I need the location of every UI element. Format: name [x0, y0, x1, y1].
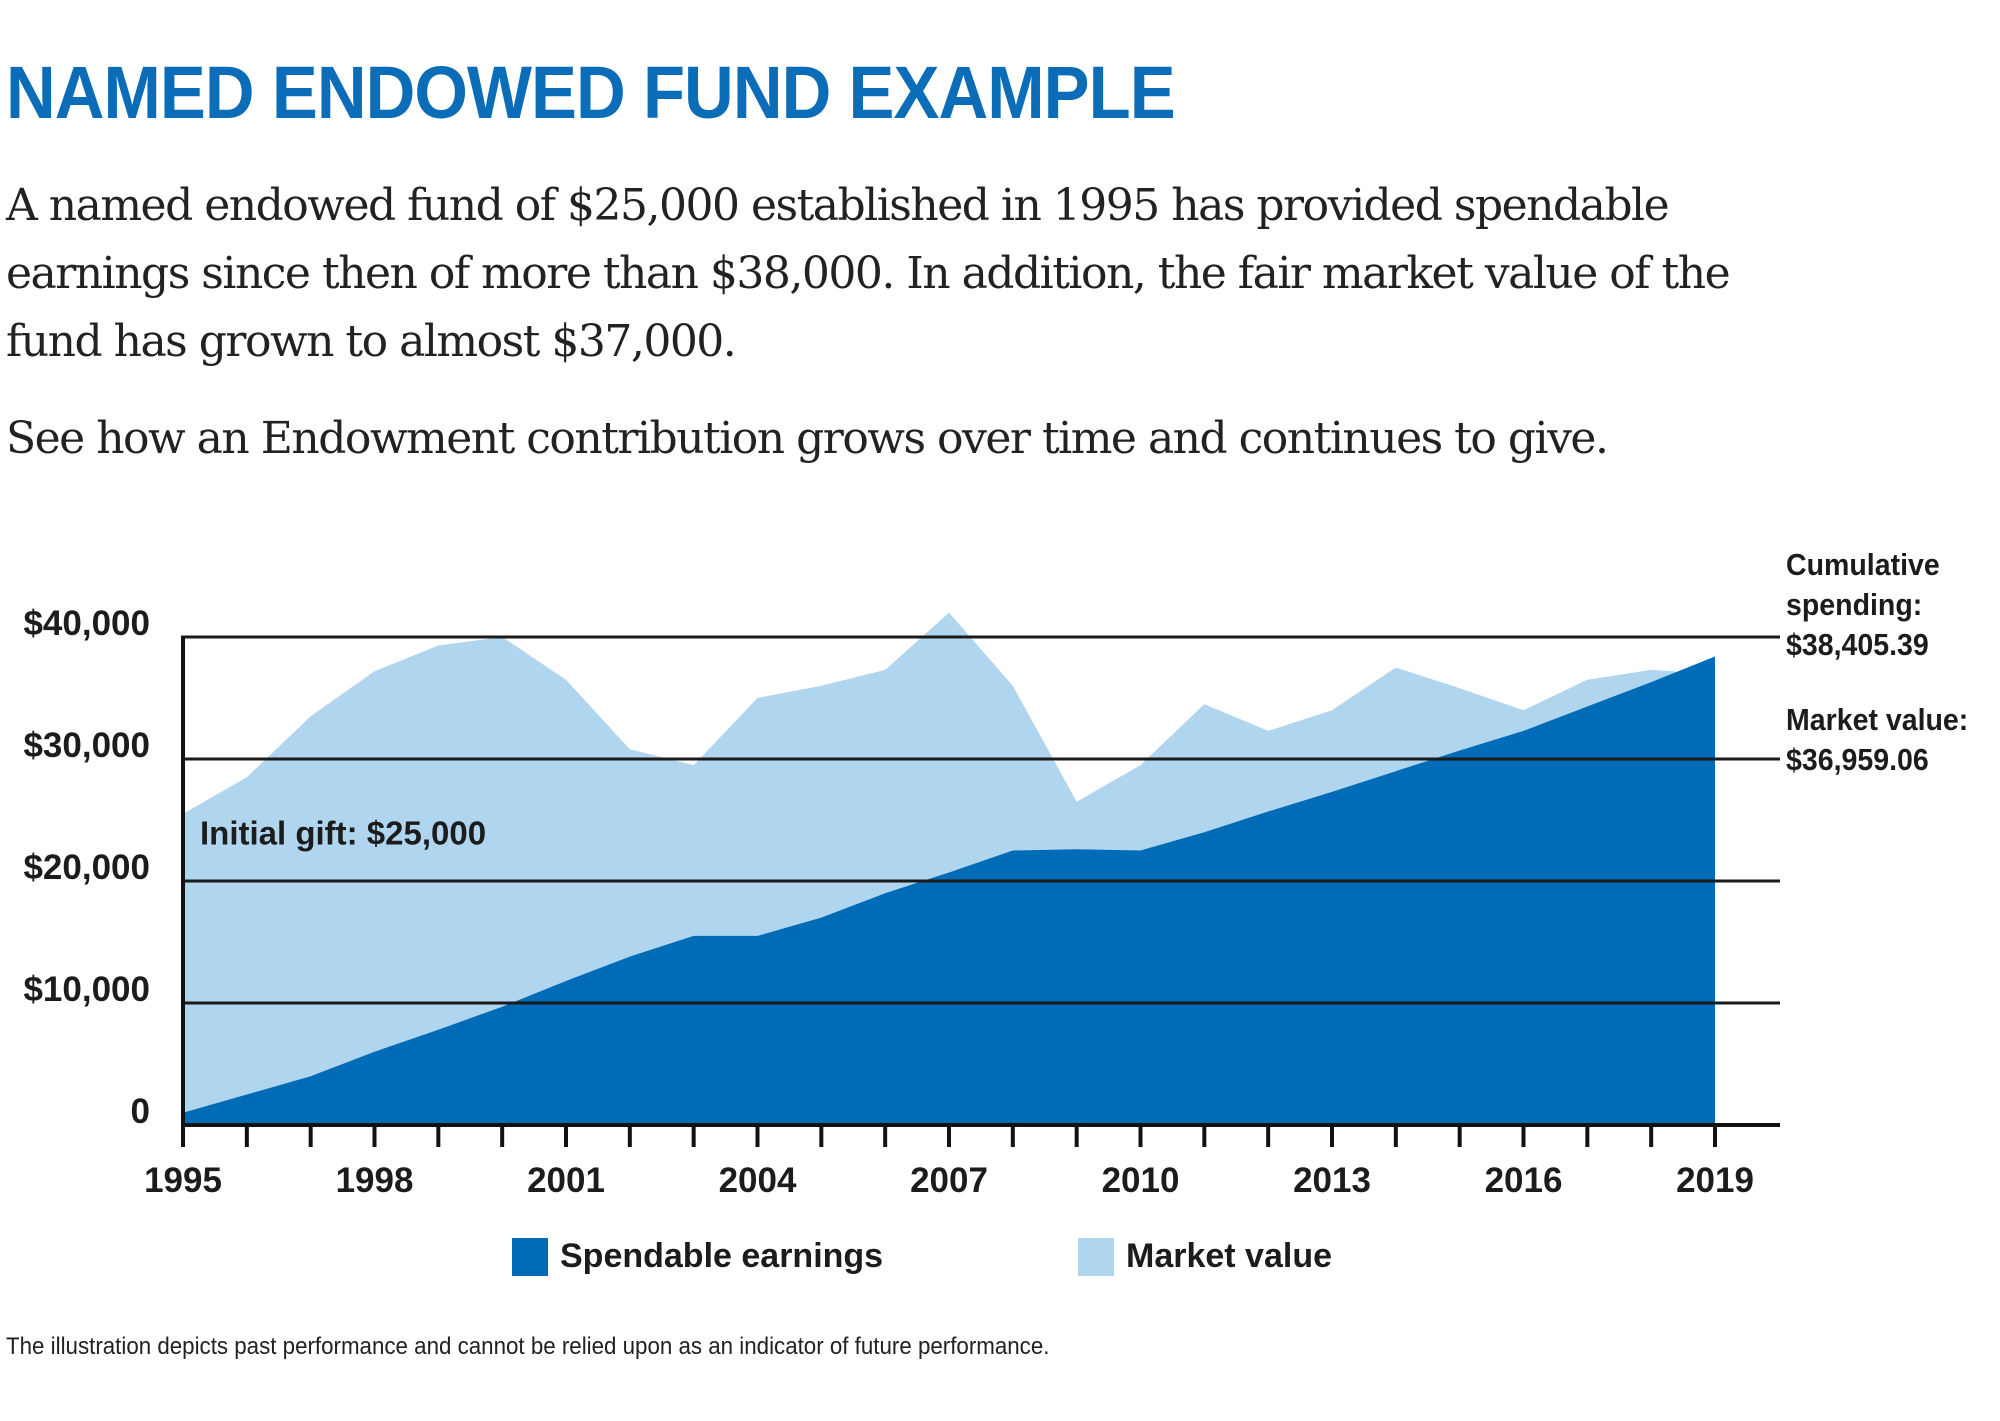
- x-tick-label: 2007: [910, 1161, 988, 1200]
- legend-label-market-value: Market value: [1126, 1237, 1332, 1275]
- market-value-amount: $36,959.06: [1786, 742, 1929, 777]
- cumulative-spending-note: Cumulative spending: $38,405.39: [1786, 545, 1940, 665]
- intro-tagline: See how an Endowment contribution grows …: [6, 413, 1609, 464]
- cumulative-value: $38,405.39: [1786, 627, 1929, 662]
- y-tick-label: $10,000: [23, 970, 150, 1009]
- x-tick-label: 2010: [1102, 1161, 1180, 1200]
- market-value-label: Market value:: [1786, 702, 1969, 737]
- x-tick-label: 2013: [1293, 1161, 1371, 1200]
- legend-swatch-market-value: [1078, 1237, 1114, 1276]
- legend-swatch-spendable-earnings: [512, 1237, 548, 1276]
- x-tick-label: 2019: [1676, 1161, 1754, 1200]
- chart-legend: Spendable earnings Market value: [0, 1237, 2000, 1287]
- y-tick-label: $20,000: [23, 848, 150, 887]
- x-tick-label: 1995: [144, 1161, 222, 1200]
- legend-item-spendable-earnings: Spendable earnings: [512, 1237, 883, 1276]
- legend-item-market-value: Market value: [1078, 1237, 1332, 1276]
- x-tick-label: 2001: [527, 1161, 605, 1200]
- market-value-note: Market value: $36,959.06: [1786, 700, 1968, 780]
- chart-gridlines: [181, 635, 1780, 1147]
- intro-paragraph: A named endowed fund of $25,000 establis…: [6, 180, 1731, 367]
- disclaimer-footnote: The illustration depicts past performanc…: [6, 1333, 1050, 1360]
- y-tick-label: $30,000: [23, 726, 150, 765]
- cumulative-label-line1: Cumulative: [1786, 547, 1940, 582]
- area-chart: 0 $10,000 $20,000 $30,000 $40,000 1995 1998 20…: [23, 604, 1780, 1200]
- x-axis-ticks: 1995 1998 2001 2004 2007 2010 2013 2016 2019: [144, 1125, 1754, 1200]
- spendable-earnings-area: [183, 656, 1715, 1125]
- y-tick-label: 0: [131, 1092, 150, 1131]
- page-title: NAMED ENDOWED FUND EXAMPLE: [6, 51, 1176, 134]
- legend-label-spendable-earnings: Spendable earnings: [560, 1237, 884, 1275]
- y-tick-label: $40,000: [23, 604, 150, 643]
- chart-areas: [183, 612, 1715, 1125]
- y-axis-labels: 0 $10,000 $20,000 $30,000 $40,000: [23, 604, 150, 1131]
- x-tick-label: 2004: [719, 1161, 797, 1200]
- x-tick-label: 1998: [336, 1161, 414, 1200]
- initial-gift-annotation: Initial gift: $25,000: [200, 814, 486, 851]
- x-tick-label: 2016: [1485, 1161, 1563, 1200]
- cumulative-label-line2: spending:: [1786, 587, 1923, 622]
